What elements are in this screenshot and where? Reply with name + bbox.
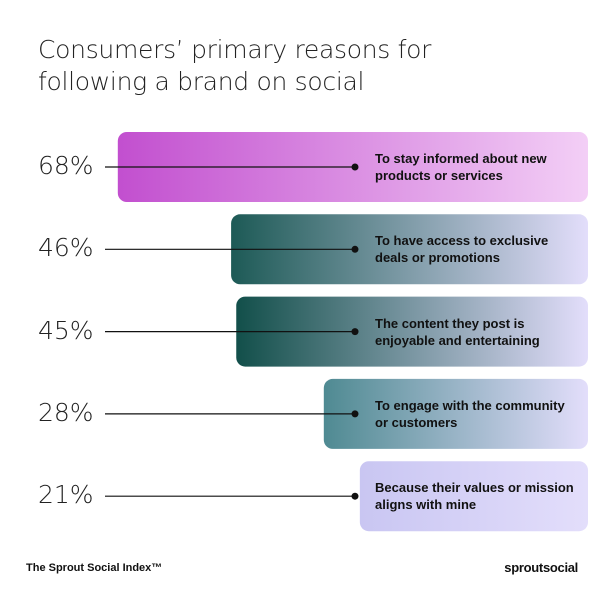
value-label: 45% (38, 315, 94, 345)
category-label: To have access to exclusive deals or pro… (375, 233, 549, 266)
leader-dot (351, 328, 359, 336)
bar (359, 461, 588, 532)
brand-logo: sproutsocial (504, 560, 578, 575)
category-label: To engage with the community or customer… (375, 397, 565, 430)
chart-title: Consumers’ primary reasons for following… (38, 35, 432, 96)
leader-dot (351, 410, 359, 418)
value-label: 46% (38, 233, 94, 263)
source: The Sprout Social Index™ (26, 562, 163, 574)
leader-dot (351, 492, 359, 500)
category-label: The content they post is enjoyable and e… (375, 315, 540, 348)
leader-dot (351, 245, 359, 253)
bar (323, 378, 588, 449)
leader-dot (351, 163, 359, 171)
category-label: To stay informed about new products or s… (375, 151, 547, 183)
value-label: 28% (38, 397, 94, 427)
value-label: 68% (38, 151, 94, 180)
bar (231, 214, 588, 285)
category-label: Because their values or mission aligns w… (375, 480, 574, 513)
value-label: 21% (38, 480, 94, 510)
bar (236, 296, 588, 367)
